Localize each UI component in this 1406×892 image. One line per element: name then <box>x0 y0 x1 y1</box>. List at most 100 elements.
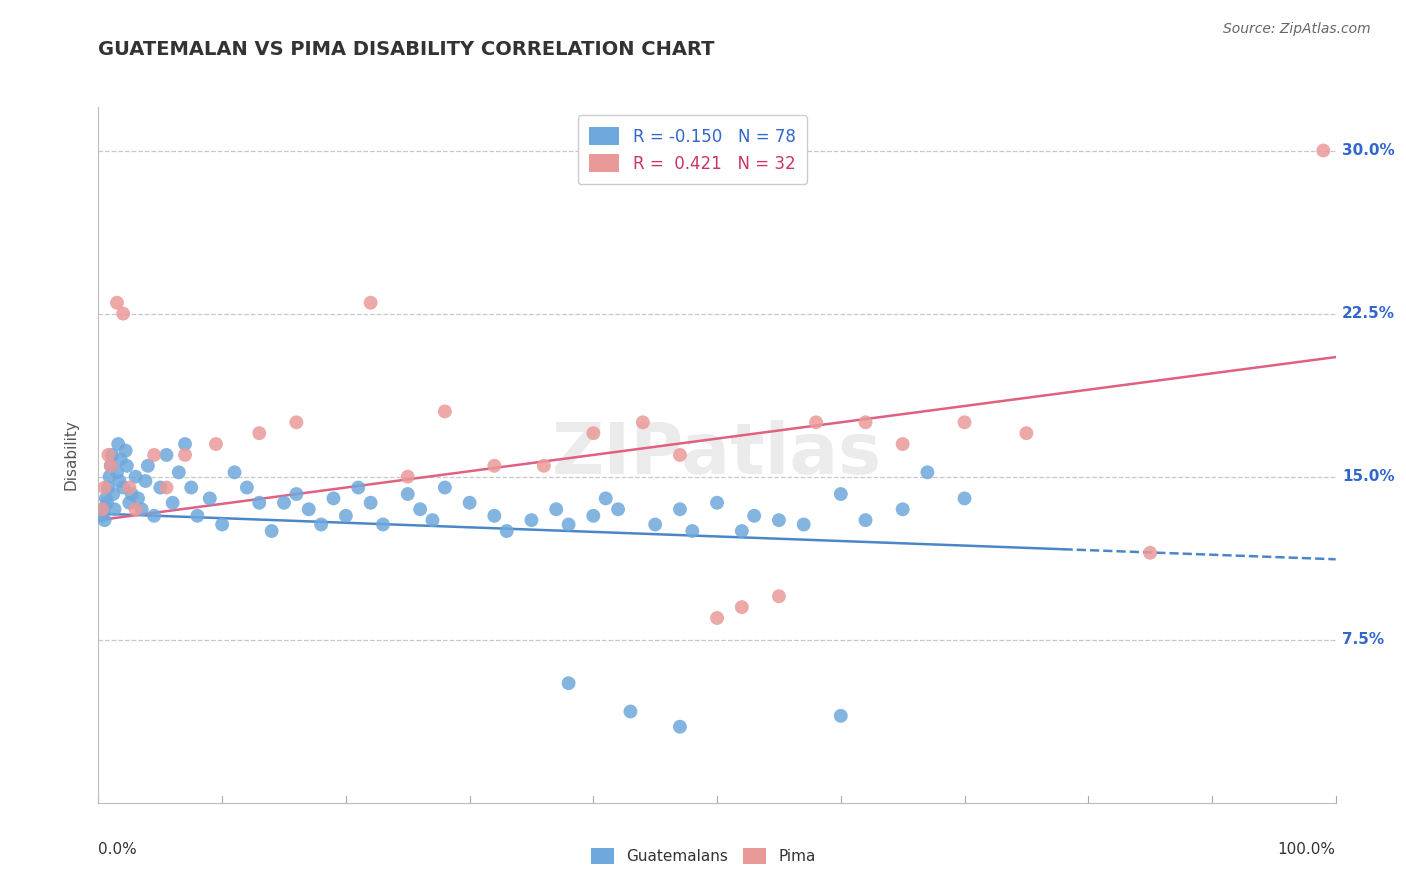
Point <box>124 502 146 516</box>
Point <box>322 491 344 506</box>
Text: 7.5%: 7.5% <box>1341 632 1384 648</box>
Point <box>582 508 605 523</box>
Point <box>211 517 233 532</box>
Point <box>309 517 332 532</box>
Point <box>91 502 114 516</box>
Point <box>830 487 852 501</box>
Text: 0.0%: 0.0% <box>98 842 138 857</box>
Point <box>285 487 308 501</box>
Point <box>114 443 136 458</box>
Point <box>731 524 754 538</box>
Point <box>371 517 394 532</box>
Point <box>124 469 146 483</box>
Point <box>546 502 568 516</box>
Text: 15.0%: 15.0% <box>1341 469 1395 484</box>
Point <box>118 496 141 510</box>
Legend: R = -0.150   N = 78, R =  0.421   N = 32: R = -0.150 N = 78, R = 0.421 N = 32 <box>578 115 807 185</box>
Point <box>557 676 579 690</box>
Point <box>742 508 765 523</box>
Point <box>855 415 877 429</box>
Point <box>167 466 190 480</box>
Point <box>768 589 790 603</box>
Point <box>644 517 666 532</box>
Point <box>93 481 115 495</box>
Point <box>433 481 456 495</box>
Point <box>108 474 131 488</box>
Point <box>131 502 153 516</box>
Point <box>298 502 321 516</box>
Point <box>143 508 166 523</box>
Point <box>347 481 370 495</box>
Point <box>134 474 156 488</box>
Point <box>100 458 122 473</box>
Text: ZIPatlas: ZIPatlas <box>553 420 882 490</box>
Point <box>93 513 115 527</box>
Point <box>118 481 141 495</box>
Point <box>105 466 128 480</box>
Point <box>93 502 115 516</box>
Point <box>143 448 166 462</box>
Point <box>855 513 877 527</box>
Point <box>681 524 703 538</box>
Point <box>557 517 579 532</box>
Point <box>97 448 120 462</box>
Point <box>533 458 555 473</box>
Point <box>247 426 270 441</box>
Point <box>186 508 208 523</box>
Point <box>224 466 246 480</box>
Point <box>174 448 197 462</box>
Point <box>98 469 121 483</box>
Y-axis label: Disability: Disability <box>63 419 79 491</box>
Point <box>520 513 543 527</box>
Point <box>96 496 118 510</box>
Point <box>273 496 295 510</box>
Legend: Guatemalans, Pima: Guatemalans, Pima <box>585 842 821 871</box>
Point <box>433 404 456 418</box>
Point <box>162 496 184 510</box>
Point <box>198 491 221 506</box>
Text: GUATEMALAN VS PIMA DISABILITY CORRELATION CHART: GUATEMALAN VS PIMA DISABILITY CORRELATIO… <box>98 40 714 59</box>
Point <box>174 437 197 451</box>
Point <box>830 708 852 723</box>
Text: Source: ZipAtlas.com: Source: ZipAtlas.com <box>1223 22 1371 37</box>
Point <box>891 502 914 516</box>
Point <box>115 458 138 473</box>
Point <box>360 496 382 510</box>
Point <box>100 458 122 473</box>
Point <box>180 481 202 495</box>
Point <box>891 437 914 451</box>
Point <box>484 458 506 473</box>
Point <box>155 481 177 495</box>
Point <box>396 487 419 501</box>
Point <box>484 508 506 523</box>
Point <box>619 705 641 719</box>
Point <box>458 496 481 510</box>
Point <box>94 491 117 506</box>
Point <box>97 481 120 495</box>
Point <box>595 491 617 506</box>
Point <box>768 513 790 527</box>
Point <box>91 508 114 523</box>
Point <box>607 502 630 516</box>
Point <box>335 508 357 523</box>
Point <box>804 415 827 429</box>
Point <box>731 600 754 615</box>
Point <box>149 481 172 495</box>
Point <box>631 415 654 429</box>
Text: 30.0%: 30.0% <box>1341 143 1395 158</box>
Point <box>669 502 692 516</box>
Point <box>422 513 444 527</box>
Point <box>360 295 382 310</box>
Text: 100.0%: 100.0% <box>1278 842 1336 857</box>
Point <box>105 295 128 310</box>
Point <box>793 517 815 532</box>
Point <box>706 611 728 625</box>
Point <box>205 437 228 451</box>
Point <box>1139 546 1161 560</box>
Point <box>101 448 124 462</box>
Point <box>155 448 177 462</box>
Point <box>247 496 270 510</box>
Point <box>953 491 976 506</box>
Point <box>121 487 143 501</box>
Point <box>103 487 125 501</box>
